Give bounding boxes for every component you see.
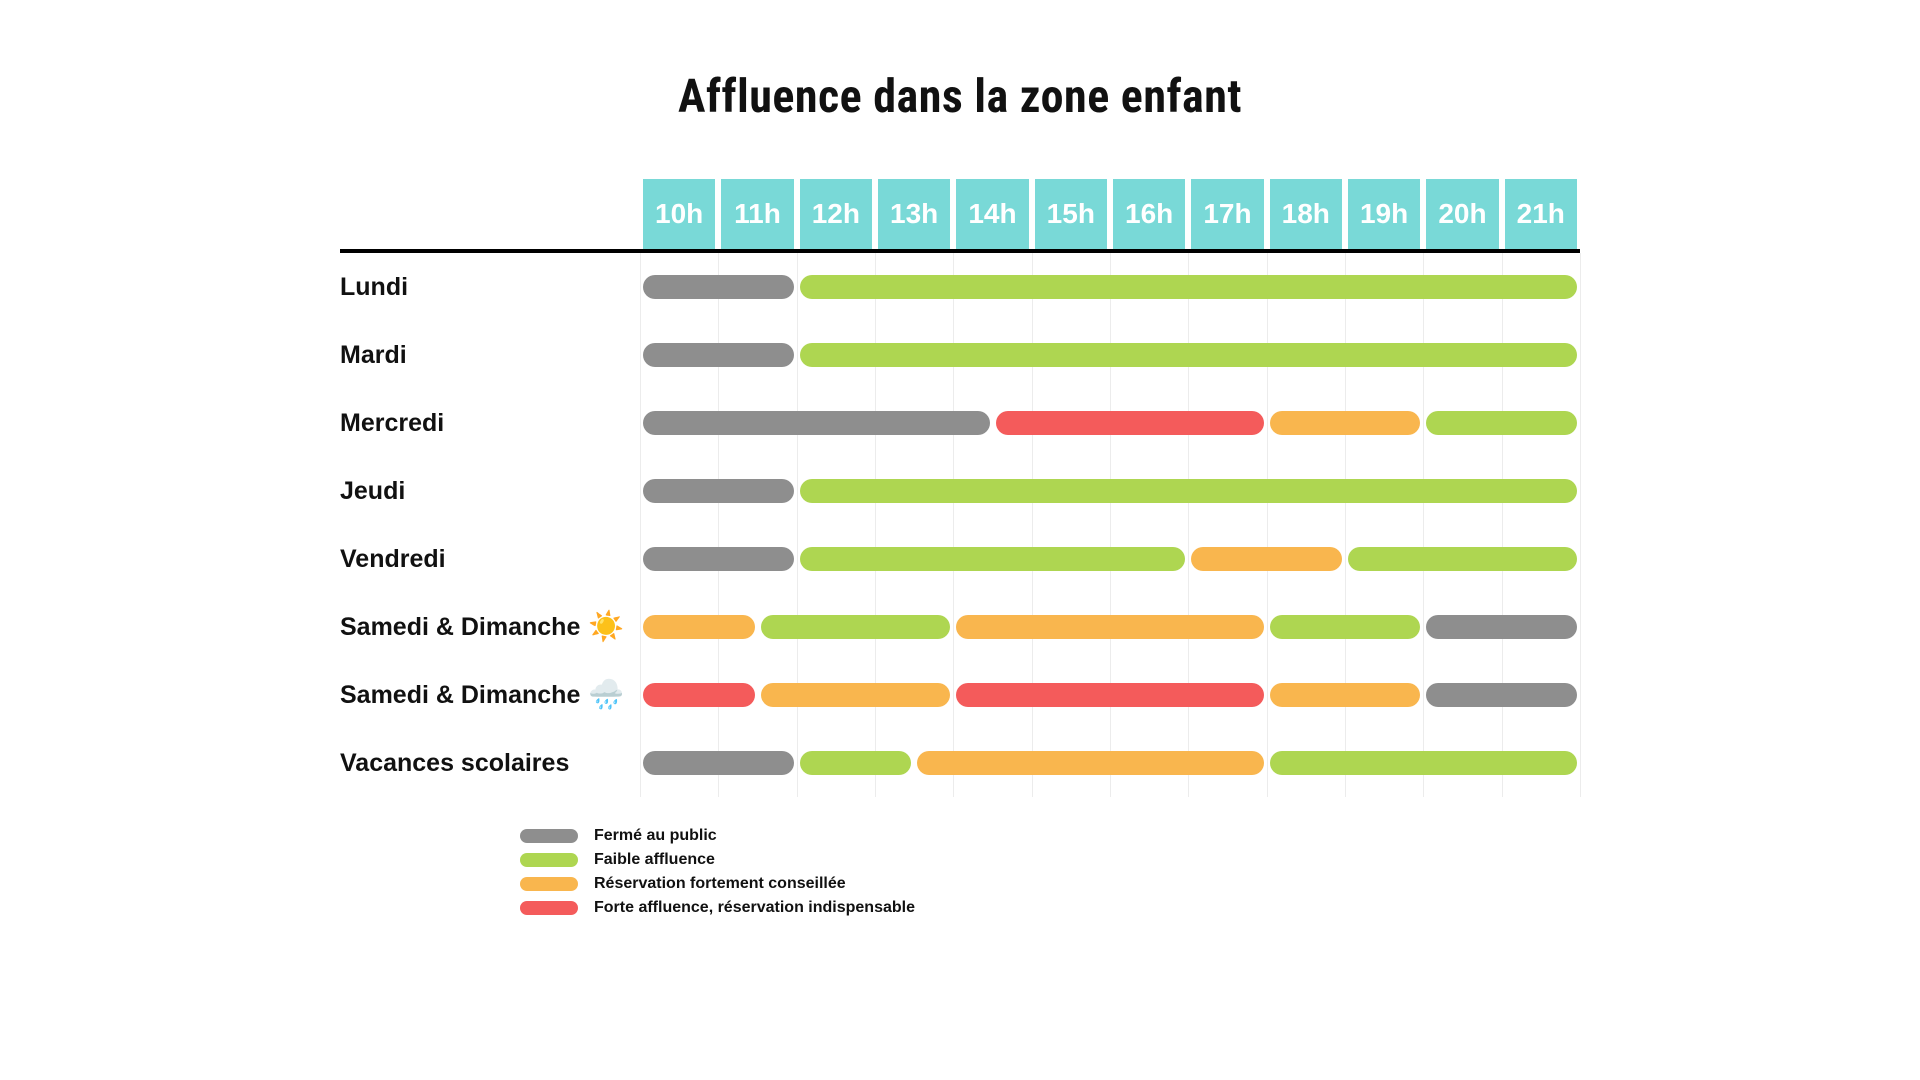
- row-bars: [640, 729, 1580, 797]
- legend: Fermé au public Faible affluence Réservati…: [520, 827, 1580, 917]
- legend-swatch: [520, 853, 578, 867]
- affluence-segment: [1426, 683, 1577, 707]
- affluence-chart: 10h11h12h13h14h15h16h17h18h19h20h21h Lun…: [340, 179, 1580, 917]
- weather-icon: 🌧️: [588, 678, 624, 712]
- legend-item: Fermé au public: [520, 827, 1580, 845]
- hour-header-cell: 16h: [1110, 179, 1188, 249]
- hour-headers: 10h11h12h13h14h15h16h17h18h19h20h21h: [640, 179, 1580, 249]
- affluence-segment: [1270, 683, 1421, 707]
- hour-header-cell: 13h: [875, 179, 953, 249]
- affluence-segment: [800, 479, 1577, 503]
- legend-item: Faible affluence: [520, 851, 1580, 869]
- affluence-segment: [643, 343, 794, 367]
- table-row: Mardi: [340, 321, 1580, 389]
- hour-header-cell: 20h: [1423, 179, 1501, 249]
- page-title: Affluence dans la zone enfant: [0, 70, 1920, 124]
- row-label: Vacances scolaires: [340, 749, 640, 778]
- affluence-segment: [643, 547, 794, 571]
- affluence-segment: [1270, 751, 1577, 775]
- legend-label: Fermé au public: [594, 827, 717, 845]
- legend-swatch: [520, 877, 578, 891]
- row-bars: [640, 593, 1580, 661]
- affluence-segment: [643, 275, 794, 299]
- legend-swatch: [520, 829, 578, 843]
- hour-header-cell: 11h: [718, 179, 796, 249]
- row-bars: [640, 661, 1580, 729]
- row-label: Mercredi: [340, 409, 640, 438]
- affluence-segment: [1348, 547, 1577, 571]
- hour-header-row: 10h11h12h13h14h15h16h17h18h19h20h21h: [340, 179, 1580, 249]
- legend-item: Réservation fortement conseillée: [520, 875, 1580, 893]
- hour-header-cell: 18h: [1267, 179, 1345, 249]
- affluence-segment: [800, 751, 912, 775]
- row-bars: [640, 389, 1580, 457]
- affluence-segment: [956, 683, 1263, 707]
- affluence-segment: [1426, 411, 1577, 435]
- hour-header-cell: 10h: [640, 179, 718, 249]
- affluence-segment: [761, 615, 951, 639]
- affluence-segment: [643, 683, 755, 707]
- affluence-segment: [917, 751, 1264, 775]
- row-bars: [640, 525, 1580, 593]
- row-bars: [640, 457, 1580, 525]
- legend-label: Faible affluence: [594, 851, 715, 869]
- hour-header-cell: 21h: [1502, 179, 1580, 249]
- hour-header-cell: 12h: [797, 179, 875, 249]
- legend-item: Forte affluence, réservation indispensab…: [520, 899, 1580, 917]
- affluence-segment: [996, 411, 1264, 435]
- affluence-segment: [1426, 615, 1577, 639]
- affluence-segment: [956, 615, 1263, 639]
- table-row: Samedi & Dimanche🌧️: [340, 661, 1580, 729]
- affluence-segment: [1270, 411, 1421, 435]
- affluence-segment: [643, 751, 794, 775]
- row-label: Lundi: [340, 273, 640, 302]
- legend-label: Réservation fortement conseillée: [594, 875, 846, 893]
- hour-header-cell: 15h: [1032, 179, 1110, 249]
- affluence-segment: [643, 615, 755, 639]
- table-row: Vacances scolaires: [340, 729, 1580, 797]
- affluence-segment: [643, 411, 990, 435]
- affluence-segment: [1270, 615, 1421, 639]
- affluence-segment: [800, 343, 1577, 367]
- table-row: Jeudi: [340, 457, 1580, 525]
- table-row: Mercredi: [340, 389, 1580, 457]
- affluence-segment: [643, 479, 794, 503]
- grid-line: [1580, 253, 1581, 797]
- table-row: Vendredi: [340, 525, 1580, 593]
- table-row: Lundi: [340, 253, 1580, 321]
- row-label: Mardi: [340, 341, 640, 370]
- row-label: Jeudi: [340, 477, 640, 506]
- weather-icon: ☀️: [588, 610, 624, 644]
- row-label-spacer: [340, 179, 640, 249]
- row-label: Vendredi: [340, 545, 640, 574]
- table-row: Samedi & Dimanche☀️: [340, 593, 1580, 661]
- affluence-segment: [761, 683, 951, 707]
- affluence-segment: [800, 547, 1186, 571]
- hour-header-cell: 14h: [953, 179, 1031, 249]
- affluence-segment: [800, 275, 1577, 299]
- hour-header-cell: 19h: [1345, 179, 1423, 249]
- affluence-segment: [1191, 547, 1342, 571]
- page: Affluence dans la zone enfant 10h11h12h1…: [0, 0, 1920, 1080]
- row-bars: [640, 321, 1580, 389]
- row-label: Samedi & Dimanche☀️: [340, 610, 640, 644]
- legend-swatch: [520, 901, 578, 915]
- row-bars: [640, 253, 1580, 321]
- hour-header-cell: 17h: [1188, 179, 1266, 249]
- row-label: Samedi & Dimanche🌧️: [340, 678, 640, 712]
- chart-rows: Lundi Mardi Mercredi Jeudi Vendredi Samedi & …: [340, 253, 1580, 797]
- legend-label: Forte affluence, réservation indispensab…: [594, 899, 915, 917]
